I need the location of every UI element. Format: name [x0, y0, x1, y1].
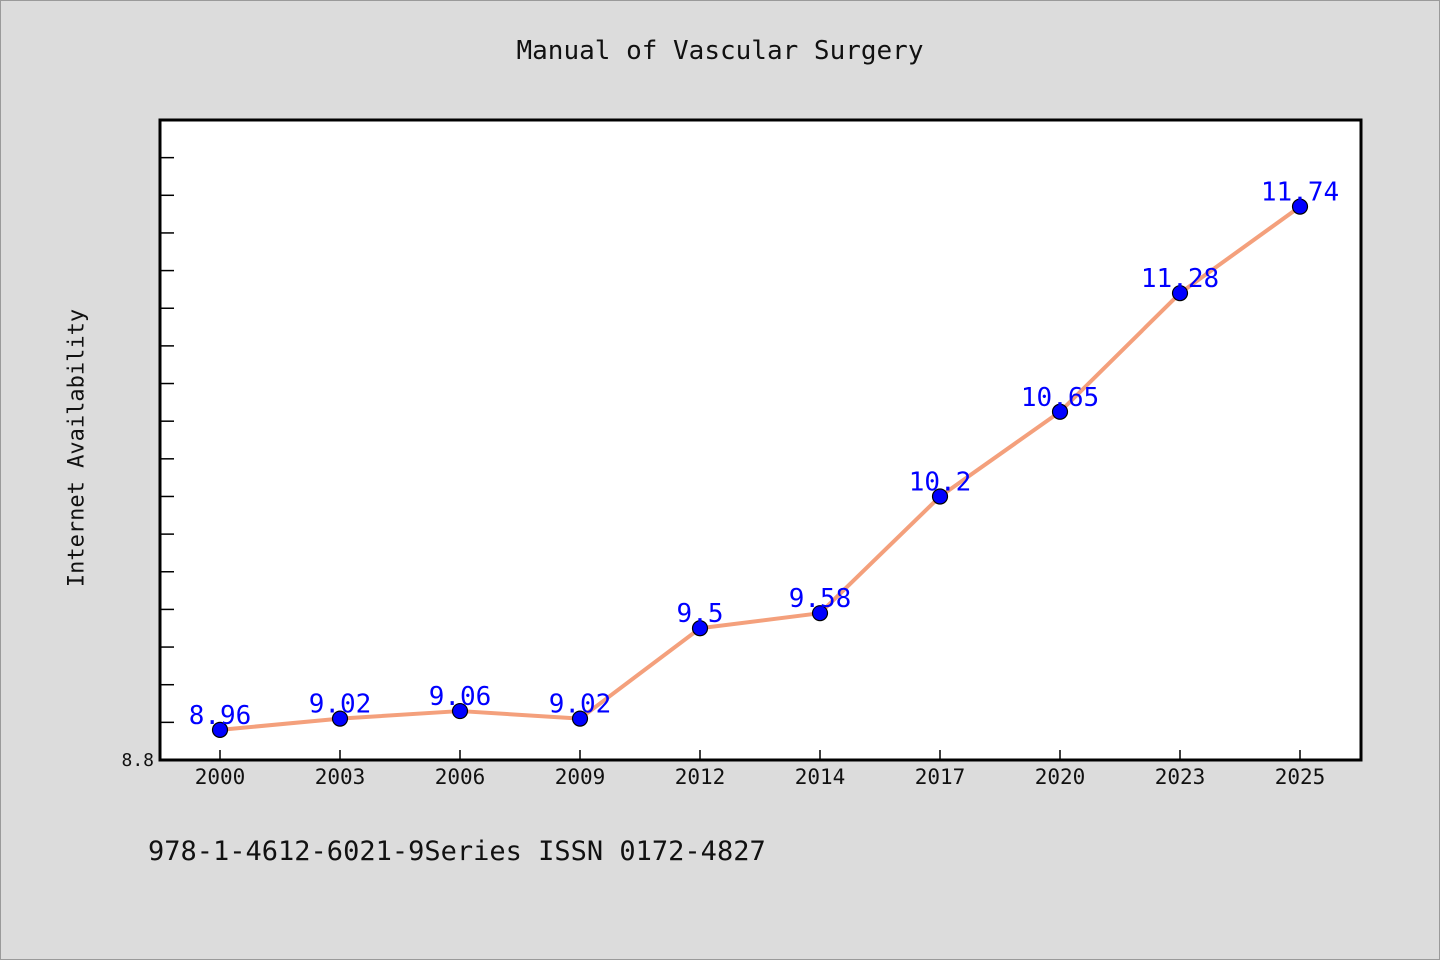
data-label: 10.2: [909, 467, 972, 497]
x-tick-label: 2006: [435, 765, 486, 789]
data-label: 9.06: [429, 682, 492, 712]
x-tick-label: 2003: [315, 765, 366, 789]
x-tick-label: 2009: [555, 765, 606, 789]
x-tick-label: 2017: [915, 765, 966, 789]
x-tick-label: 2023: [1155, 765, 1206, 789]
data-point: [811, 605, 829, 622]
data-label: 11.28: [1141, 264, 1219, 294]
y-tick-label: 8.8: [121, 750, 154, 771]
x-tick-label: 2020: [1035, 765, 1086, 789]
series-line-group: [218, 204, 1302, 732]
data-label: 9.02: [549, 690, 612, 720]
x-tick-label: 2012: [675, 765, 726, 789]
data-label: 9.58: [789, 584, 852, 614]
data-label: 10.65: [1021, 383, 1099, 413]
data-point: [1171, 285, 1189, 302]
series-line: [218, 204, 1302, 732]
y-axis-ticks: 8.8: [121, 119, 174, 771]
data-point: [571, 710, 589, 727]
x-tick-label: 2025: [1275, 765, 1326, 789]
marker-group: [211, 198, 1309, 738]
data-point: [331, 710, 349, 727]
x-tick-label: 2014: [795, 765, 846, 789]
data-label-group: 8.96 9.02 9.06 9.02 9.5 9.58 10.2 10.65 11.28 11.…: [189, 178, 1339, 731]
data-label: 9.02: [309, 690, 372, 720]
data-point: [1291, 198, 1309, 215]
x-tick-label: 2000: [195, 765, 246, 789]
data-label: 8.96: [189, 701, 252, 731]
data-point: [211, 721, 229, 738]
data-label: 11.74: [1261, 178, 1339, 208]
data-point: [931, 488, 949, 505]
chart-title: Manual of Vascular Surgery: [516, 36, 924, 66]
data-label: 9.5: [677, 599, 724, 629]
x-axis-ticks: 2000 2003 2006 2009 2012 2014 2017 2020 2023 2025: [195, 750, 1326, 789]
data-point: [1051, 403, 1069, 420]
data-point: [691, 620, 709, 637]
data-point: [451, 702, 469, 720]
plot-area: [158, 118, 1363, 762]
footer-note: 978-1-4612-6021-9Series ISSN 0172-4827: [148, 836, 766, 867]
